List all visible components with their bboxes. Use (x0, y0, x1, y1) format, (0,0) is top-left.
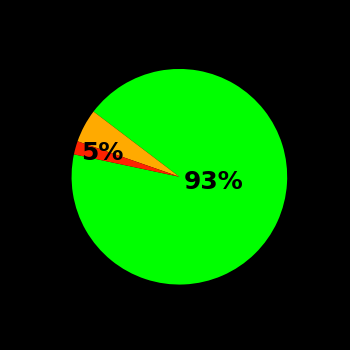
Wedge shape (74, 141, 179, 177)
Text: 5%: 5% (80, 141, 123, 165)
Wedge shape (78, 112, 179, 177)
Text: 93%: 93% (184, 170, 244, 194)
Wedge shape (72, 69, 287, 285)
